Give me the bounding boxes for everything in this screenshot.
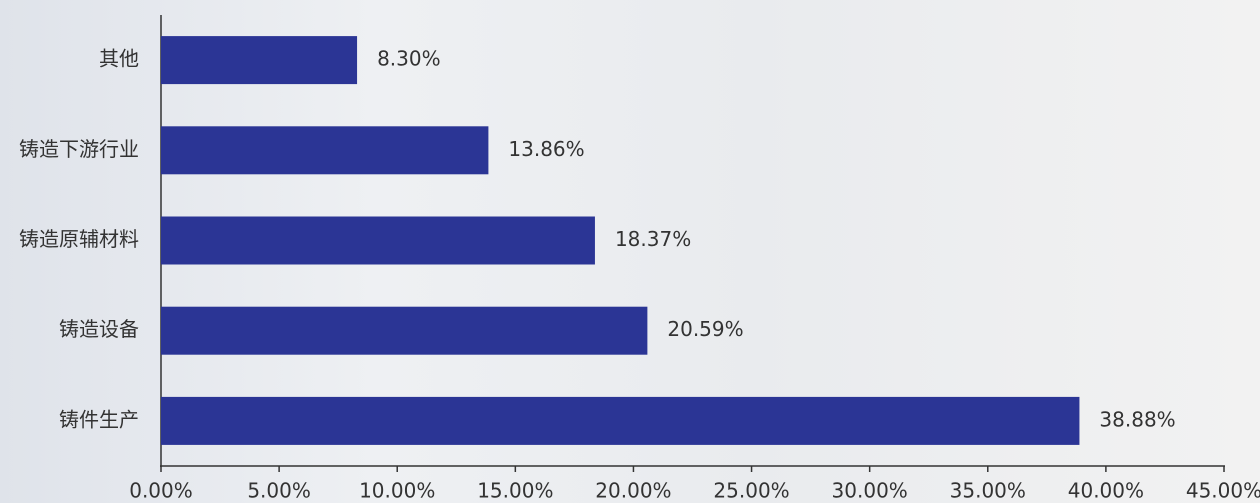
x-tick-label: 35.00% (950, 479, 1026, 503)
x-tick-label: 40.00% (1068, 479, 1144, 503)
value-label: 38.88% (1099, 407, 1175, 431)
x-tick-label: 20.00% (595, 479, 671, 503)
x-tick-label: 15.00% (477, 479, 553, 503)
y-tick-label: 铸件生产 (59, 407, 139, 431)
y-tick-label: 铸造设备 (59, 317, 139, 341)
x-tick-label: 30.00% (832, 479, 908, 503)
y-tick-label: 铸造原辅材料 (19, 227, 139, 251)
bar (161, 216, 595, 265)
value-label: 18.37% (615, 227, 691, 251)
bar (161, 126, 489, 175)
x-tick-label: 10.00% (359, 479, 435, 503)
bar (161, 306, 648, 355)
bar (161, 396, 1080, 445)
value-label: 20.59% (667, 317, 743, 341)
x-tick-label: 25.00% (713, 479, 789, 503)
value-label: 8.30% (377, 47, 441, 71)
y-tick-label: 铸造下游行业 (19, 137, 139, 161)
x-tick-label: 45.00% (1186, 479, 1260, 503)
x-tick-label: 0.00% (129, 479, 193, 503)
value-label: 13.86% (508, 137, 584, 161)
y-tick-label: 其他 (99, 47, 139, 71)
bar (161, 36, 358, 85)
x-tick-label: 5.00% (247, 479, 311, 503)
